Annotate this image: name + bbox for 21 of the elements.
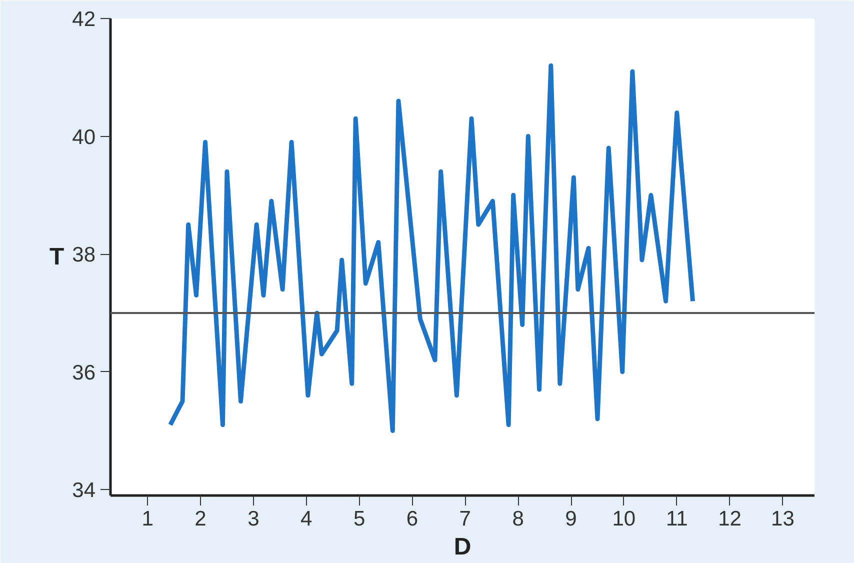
y-tick-label: 40 — [72, 126, 96, 149]
y-tick-label: 38 — [72, 244, 96, 267]
x-tick-label: 9 — [565, 508, 577, 530]
x-tick-label: 4 — [300, 508, 313, 530]
x-tick-label: 2 — [194, 508, 206, 530]
x-axis-title: D — [454, 534, 472, 560]
line-series — [168, 63, 696, 433]
x-tick-label: 1 — [142, 508, 154, 530]
x-tick-label: 13 — [771, 508, 794, 530]
y-tick-label: 34 — [72, 479, 96, 502]
x-tick-label: 11 — [666, 508, 688, 530]
y-axis-title: T — [49, 244, 64, 270]
x-tick-label: 5 — [353, 508, 366, 530]
x-tick-label: 6 — [406, 508, 418, 530]
y-tick-label: 36 — [72, 361, 96, 384]
x-tick-label: 8 — [512, 508, 524, 530]
x-tick-label: 7 — [459, 508, 471, 530]
x-tick-label: 10 — [612, 508, 636, 530]
x-tick-label: 3 — [248, 508, 260, 530]
y-tick-label: 42 — [72, 8, 96, 31]
x-tick-label: 12 — [718, 508, 742, 530]
